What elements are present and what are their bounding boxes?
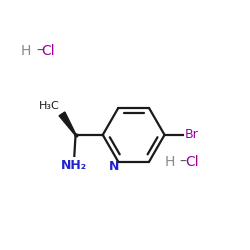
Text: H: H <box>21 44 31 58</box>
Text: H: H <box>164 155 175 169</box>
Text: Cl: Cl <box>185 155 198 169</box>
Text: Br: Br <box>184 128 198 141</box>
Text: –: – <box>180 155 186 169</box>
Text: Cl: Cl <box>42 44 55 58</box>
Text: N: N <box>108 160 119 172</box>
Polygon shape <box>59 112 76 135</box>
Text: NH₂: NH₂ <box>61 159 88 172</box>
Text: H₃C: H₃C <box>39 102 60 112</box>
Text: –: – <box>36 44 43 58</box>
